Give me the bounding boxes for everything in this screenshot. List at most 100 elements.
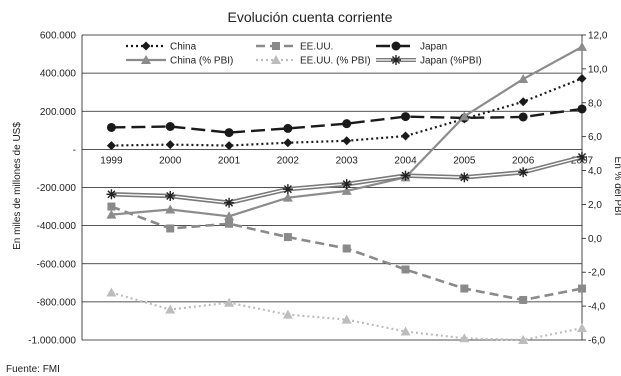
- source-note: Fuente: FMI: [6, 364, 60, 375]
- y-tick-label: 600.000: [40, 31, 77, 42]
- x-tick-label: 2001: [218, 155, 241, 166]
- x-tick-label: 2003: [336, 155, 359, 166]
- data-point-stroke: [519, 168, 528, 177]
- x-tick-label: 2006: [512, 155, 535, 166]
- y2-tick-label: -6,0: [588, 336, 606, 347]
- chart-title: Evolución cuenta corriente: [228, 9, 393, 25]
- data-point: [106, 122, 116, 132]
- legend-item: Japan: [376, 41, 447, 53]
- data-point-stroke: [225, 198, 234, 207]
- data-point: [106, 189, 117, 200]
- y2-tick-label: 8,0: [588, 98, 602, 109]
- data-point: [400, 170, 411, 181]
- data-point: [341, 314, 352, 324]
- series-line: [111, 107, 583, 134]
- data-point: [271, 55, 281, 64]
- y2-tick-label: 6,0: [588, 132, 602, 143]
- data-point: [224, 297, 235, 307]
- data-point: [282, 192, 293, 202]
- y-axis-label: En miles de millones de US$: [12, 122, 23, 250]
- data-point: [225, 219, 234, 228]
- legend-label: China: [170, 42, 197, 53]
- data-point: [282, 184, 293, 195]
- series-line: [111, 291, 583, 342]
- data-point: [283, 138, 293, 148]
- data-point: [165, 140, 175, 150]
- data-point: [577, 73, 587, 83]
- y2-axis-label: En % del PBI: [612, 157, 621, 216]
- legend-item: China (% PBI): [126, 55, 233, 67]
- series-line: [110, 205, 583, 302]
- y-tick-label: 400.000: [40, 69, 77, 80]
- data-point: [518, 167, 529, 178]
- data-point: [106, 287, 117, 297]
- series-4: [106, 287, 587, 344]
- data-point-stroke: [460, 173, 469, 182]
- y-tick-label: -: [73, 145, 76, 156]
- y2-tick-label: 12,0: [588, 31, 608, 42]
- data-point-stroke: [283, 185, 292, 194]
- legend-label: EE.UU. (% PBI): [300, 56, 371, 67]
- x-tick-label: 2002: [277, 155, 300, 166]
- y-tick-label: -600.000: [37, 259, 77, 270]
- data-point: [578, 284, 586, 293]
- y-tick-label: 200.000: [40, 107, 77, 118]
- data-point-stroke: [166, 191, 175, 201]
- data-point: [141, 55, 151, 64]
- y2-tick-label: 4,0: [588, 166, 602, 177]
- data-point: [165, 204, 176, 214]
- data-point: [518, 335, 529, 344]
- data-point: [341, 179, 352, 190]
- data-point: [577, 323, 587, 333]
- series-1: [107, 202, 586, 304]
- legend-layer: China EE.UU. Japan China (% PBI) EE.UU. (% P…: [126, 41, 482, 67]
- data-point: [165, 304, 176, 314]
- x-tick-label: 2000: [159, 155, 182, 166]
- legend-item: China: [126, 41, 197, 53]
- data-point-stroke: [391, 55, 401, 65]
- data-point: [224, 128, 234, 138]
- data-point-stroke: [107, 190, 116, 199]
- legend-label: China (% PBI): [170, 56, 233, 67]
- legend-label: Japan: [420, 42, 447, 53]
- data-point: [577, 104, 587, 114]
- data-point: [519, 295, 528, 304]
- data-point-stroke: [342, 180, 351, 189]
- data-point: [224, 197, 235, 208]
- data-point-stroke: [577, 152, 587, 162]
- data-point: [401, 112, 411, 122]
- legend-item: EE.UU. (% PBI): [256, 55, 371, 67]
- data-point: [391, 55, 401, 65]
- data-point: [459, 172, 470, 183]
- x-tick-label: 2005: [453, 155, 476, 166]
- data-point: [518, 112, 528, 122]
- y2-tick-label: 10,0: [588, 64, 608, 75]
- data-point: [106, 209, 117, 219]
- data-point: [224, 211, 235, 221]
- series-2: [106, 104, 587, 138]
- y-tick-label: -1.000.000: [28, 336, 76, 347]
- y-tick-label: -400.000: [37, 221, 77, 232]
- data-point: [518, 97, 528, 107]
- data-point: [342, 136, 352, 146]
- data-point: [400, 326, 411, 336]
- data-point: [577, 152, 587, 162]
- data-point: [272, 42, 280, 50]
- data-point: [459, 111, 470, 121]
- data-point: [459, 333, 470, 343]
- legend-item: EE.UU.: [256, 42, 333, 53]
- y2-tick-label: 0,0: [588, 234, 602, 245]
- series-5: [106, 152, 587, 208]
- data-point: [283, 233, 292, 242]
- data-point: [518, 74, 529, 84]
- data-point: [165, 122, 175, 131]
- data-point: [342, 244, 351, 253]
- data-point: [165, 190, 176, 201]
- data-point: [342, 119, 352, 129]
- y2-tick-label: -2,0: [588, 268, 606, 279]
- data-point: [341, 185, 352, 195]
- data-point: [401, 265, 410, 274]
- data-point: [577, 41, 587, 51]
- y2-tick-label: 2,0: [588, 200, 602, 211]
